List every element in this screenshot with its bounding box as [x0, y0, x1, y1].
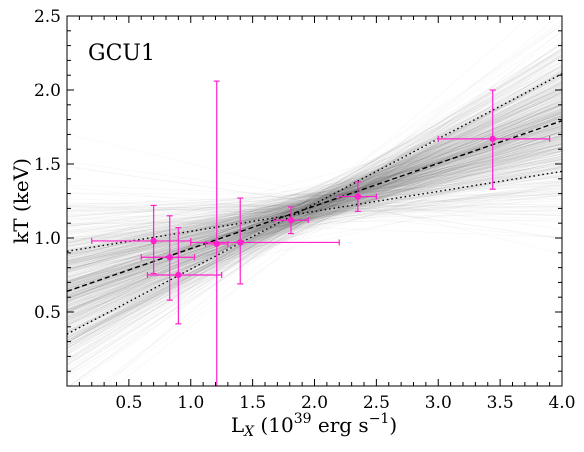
point-marker	[237, 239, 243, 245]
x-tick-label: 1.0	[177, 393, 204, 413]
y-tick-labels: 0.5 1.0 1.5 2.0 2.5	[34, 7, 61, 323]
point-marker	[214, 241, 220, 247]
x-tick-label: 0.5	[115, 393, 142, 413]
y-tick-label: 1.0	[34, 229, 61, 249]
mcmc-line	[67, 84, 562, 300]
x-tick-label: 3.5	[487, 393, 514, 413]
point-marker	[288, 217, 294, 223]
x-axis-label: LX (1039 erg s−1)	[231, 411, 397, 440]
panel-label: GCU1	[88, 41, 155, 66]
x-tick-label: 2.0	[301, 393, 328, 413]
x-tick-label: 3.0	[425, 393, 452, 413]
x-tick-labels: 0.5 1.0 1.5 2.0 2.5 3.0 3.5 4.0	[115, 393, 575, 413]
point-marker	[167, 254, 173, 260]
x-tick-label: 2.5	[363, 393, 390, 413]
y-axis-label: kT (keV)	[9, 158, 33, 244]
mcmc-line	[67, 77, 562, 325]
x-tick-label: 4.0	[548, 393, 575, 413]
point-marker	[150, 238, 156, 244]
y-tick-label: 2.0	[34, 81, 61, 101]
x-tick-label: 1.5	[239, 393, 266, 413]
y-tick-label: 2.5	[34, 7, 61, 27]
point-marker	[355, 193, 361, 199]
y-tick-label: 0.5	[34, 303, 61, 323]
point-marker	[175, 272, 181, 278]
point-marker	[490, 136, 496, 142]
y-tick-label: 1.5	[34, 155, 61, 175]
mcmc-line	[67, 23, 562, 359]
